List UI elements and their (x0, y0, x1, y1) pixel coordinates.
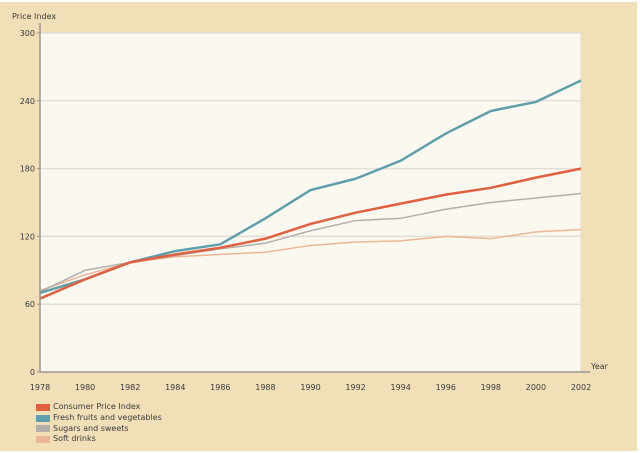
legend-item: Sugars and sweets (36, 423, 162, 434)
x-tick-labels: 1978 1980 1982 1984 1986 1988 1990 1992 1994 1996… (30, 383, 591, 392)
x-tick-label: 1980 (75, 383, 95, 392)
y-tick-label: 0 (30, 368, 35, 377)
y-tick-labels: 0 60 120 180 240 300 (20, 29, 40, 377)
y-tick-label: 180 (20, 165, 35, 174)
x-tick-label: 1996 (436, 383, 456, 392)
legend-label: Consumer Price Index (53, 402, 141, 412)
y-tick-label: 120 (20, 232, 35, 241)
legend-swatch (36, 403, 50, 411)
legend-swatch (36, 414, 50, 422)
legend-swatch (36, 435, 50, 443)
x-tick-label: 1978 (30, 383, 50, 392)
x-tick-label: 1994 (390, 383, 410, 392)
legend-item: Consumer Price Index (36, 402, 162, 413)
legend: Consumer Price Index Fresh fruits and veg… (36, 402, 162, 445)
x-tick-label: 2002 (571, 383, 591, 392)
legend-label: Fresh fruits and vegetables (53, 413, 162, 423)
y-axis-title: Price Index (12, 12, 56, 21)
legend-label: Soft drinks (53, 434, 96, 444)
x-tick-label: 1992 (345, 383, 365, 392)
x-tick-label: 2000 (526, 383, 546, 392)
x-tick-label: 1990 (300, 383, 320, 392)
x-tick-label: 1986 (210, 383, 230, 392)
x-tick-label: 1984 (165, 383, 185, 392)
x-tick-label: 1982 (120, 383, 140, 392)
y-tick-label: 240 (20, 97, 35, 106)
legend-label: Sugars and sweets (53, 423, 129, 433)
gridlines (40, 32, 581, 305)
y-tick-label: 300 (20, 29, 35, 38)
x-axis-title: Year (590, 362, 609, 371)
y-tick-label: 60 (25, 300, 35, 309)
legend-item: Fresh fruits and vegetables (36, 413, 162, 424)
legend-item: Soft drinks (36, 434, 162, 445)
plot-area (39, 32, 582, 373)
legend-swatch (36, 425, 50, 433)
x-tick-label: 1998 (481, 383, 501, 392)
series-lines (39, 79, 582, 300)
x-tick-label: 1988 (255, 383, 275, 392)
